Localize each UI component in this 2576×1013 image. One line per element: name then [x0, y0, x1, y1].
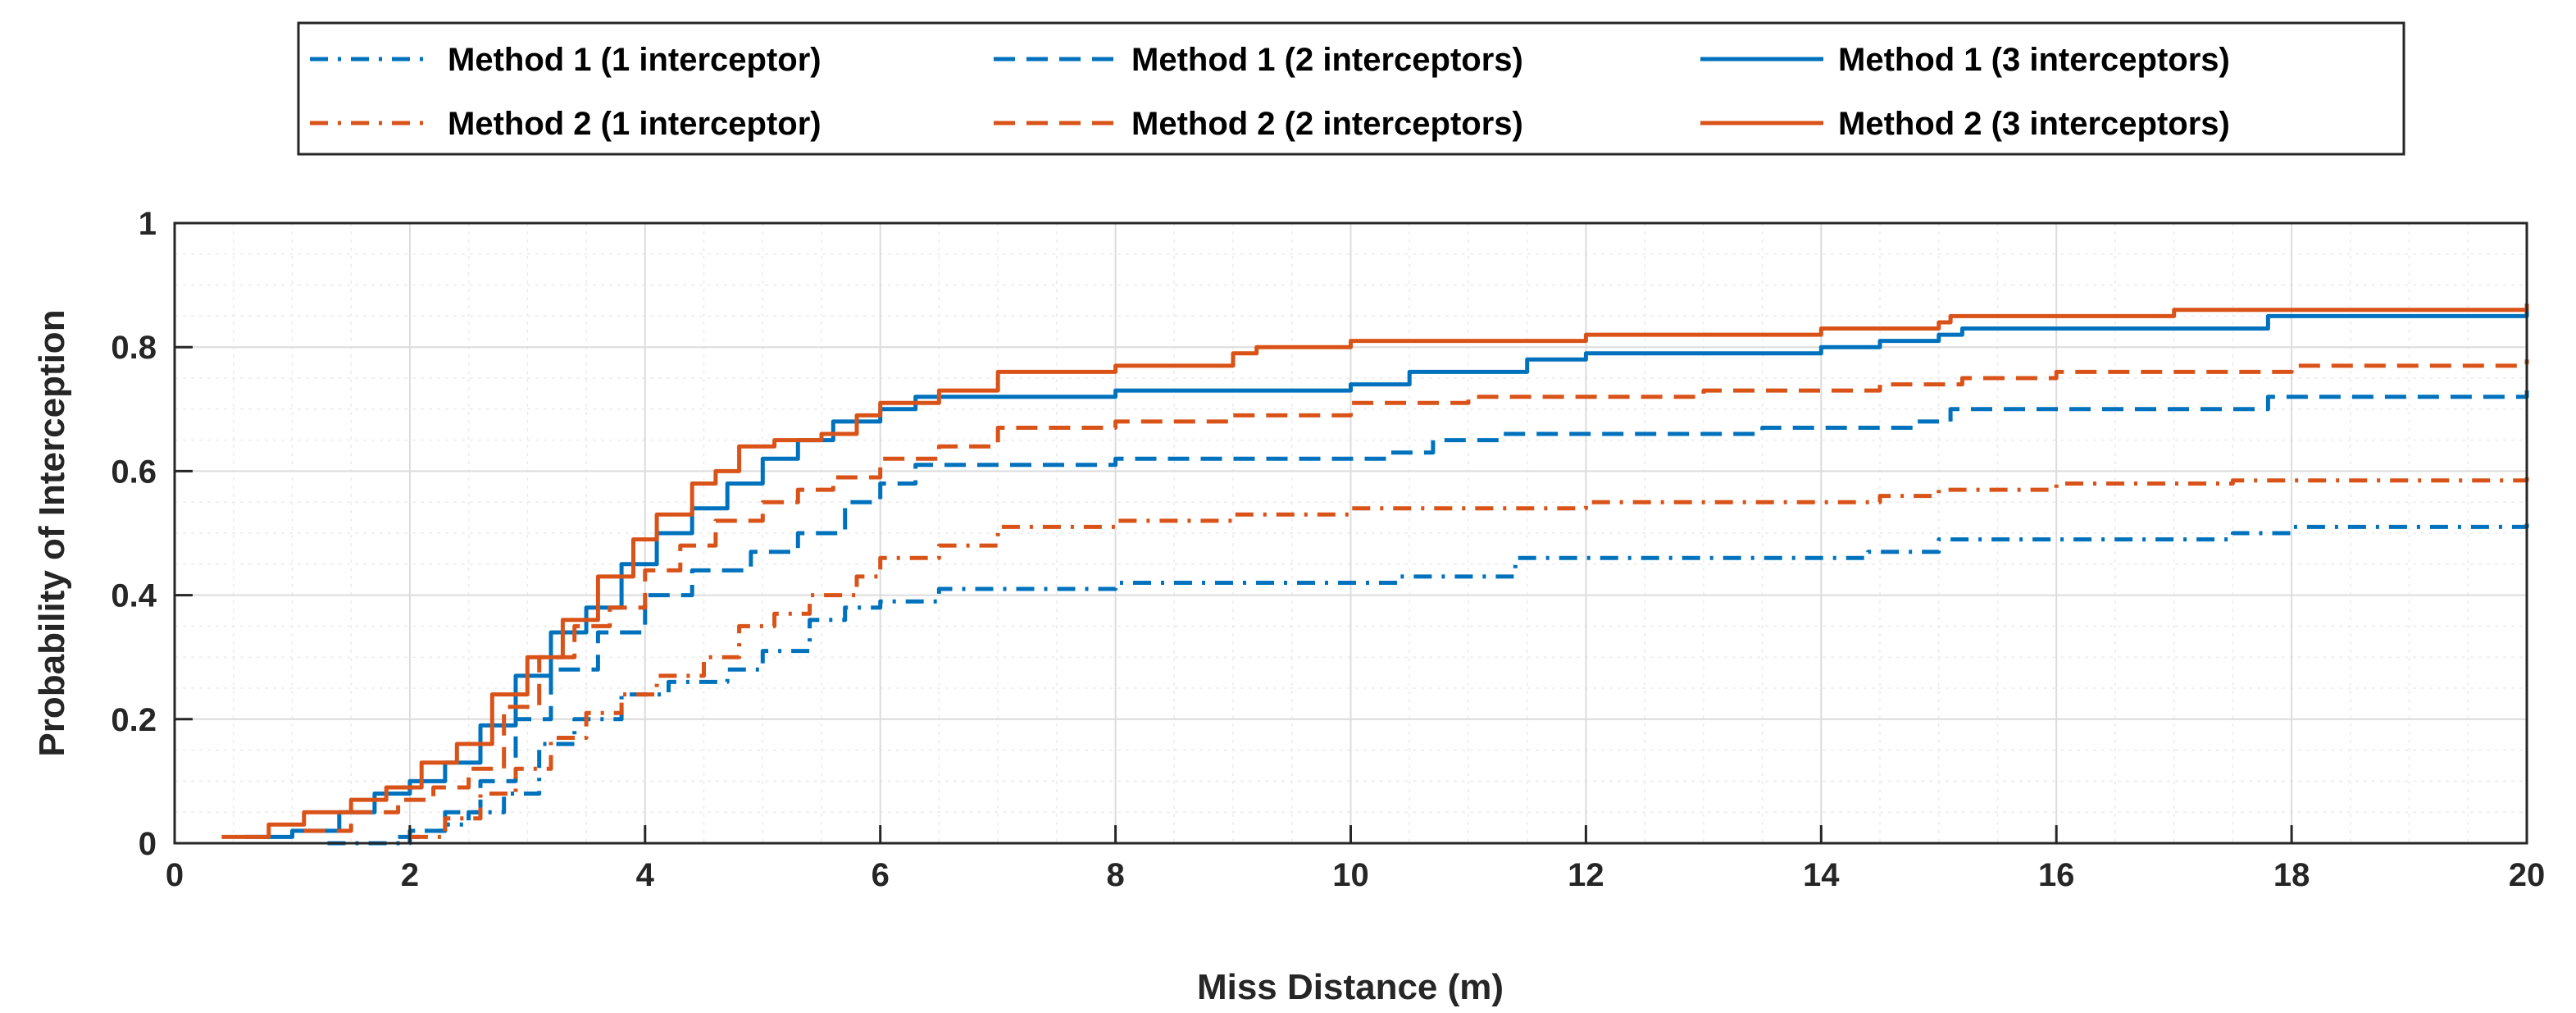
- legend-label-4: Method 2 (1 interceptor): [448, 106, 821, 142]
- y-tick-label: 0.4: [111, 578, 157, 614]
- y-tick-label: 0.6: [111, 454, 157, 490]
- y-tick-label: 0.8: [111, 330, 157, 366]
- series-line-5: [303, 359, 2529, 833]
- x-tick-label: 2: [401, 857, 419, 893]
- legend: Method 1 (1 interceptor) Method 1 (2 inte…: [297, 21, 2405, 156]
- legend-label-3: Method 1 (3 interceptors): [1838, 42, 2230, 78]
- x-tick-label: 20: [2509, 857, 2546, 893]
- legend-label-1: Method 1 (1 interceptor): [448, 42, 821, 78]
- x-tick-label: 10: [1332, 857, 1369, 893]
- x-tick-label: 0: [166, 857, 184, 893]
- series-line-2: [398, 390, 2529, 839]
- legend-label-5: Method 2 (2 interceptors): [1131, 106, 1523, 142]
- x-axis-title: Miss Distance (m): [1197, 967, 1504, 1007]
- y-tick-label: 0: [139, 826, 157, 862]
- x-tick-label: 18: [2273, 857, 2310, 893]
- series-line-6: [221, 303, 2529, 839]
- x-tick-label: 16: [2038, 857, 2075, 893]
- x-tick-label: 4: [636, 857, 655, 893]
- series-lines: [221, 303, 2529, 846]
- x-tick-label: 12: [1568, 857, 1604, 893]
- legend-box: [297, 21, 2405, 156]
- y-tick-label: 1: [139, 206, 157, 242]
- legend-label-6: Method 2 (3 interceptors): [1838, 106, 2230, 142]
- y-tick-label: 0.2: [111, 702, 157, 738]
- series-line-1: [327, 520, 2529, 846]
- x-tick-label: 6: [872, 857, 890, 893]
- axis-ticks: 0 2 4 6 8 10 12 14 16 18 20 0 0.2 0.4 0.6 0.8 1: [111, 206, 2545, 893]
- series-line-3: [245, 309, 2529, 839]
- y-axis-title: Probability of Interception: [32, 309, 72, 756]
- series-line-4: [409, 477, 2529, 839]
- x-tick-label: 8: [1106, 857, 1124, 893]
- x-tick-label: 14: [1803, 857, 1840, 893]
- legend-label-2: Method 1 (2 interceptors): [1131, 42, 1523, 78]
